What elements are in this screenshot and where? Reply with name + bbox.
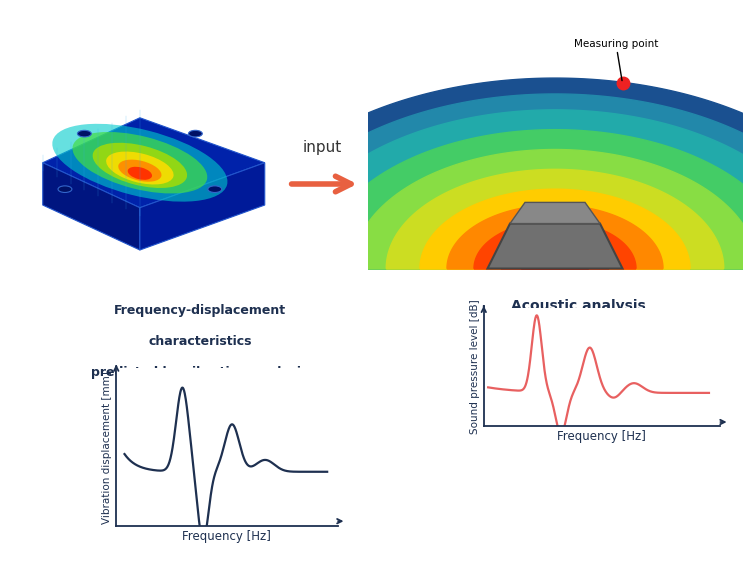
X-axis label: Frequency [Hz]: Frequency [Hz] <box>182 530 272 543</box>
Polygon shape <box>420 189 690 269</box>
Polygon shape <box>501 237 609 269</box>
Ellipse shape <box>118 160 161 182</box>
Polygon shape <box>319 130 750 269</box>
Ellipse shape <box>208 186 222 193</box>
Polygon shape <box>510 202 600 224</box>
Polygon shape <box>352 150 750 269</box>
Ellipse shape <box>73 132 207 193</box>
Polygon shape <box>285 110 750 269</box>
Polygon shape <box>488 224 622 269</box>
Ellipse shape <box>93 143 187 188</box>
Ellipse shape <box>128 167 152 180</box>
Ellipse shape <box>77 131 92 137</box>
Y-axis label: Vibration displacement [mm]: Vibration displacement [mm] <box>102 371 112 523</box>
Polygon shape <box>43 118 265 208</box>
Ellipse shape <box>106 152 173 185</box>
Polygon shape <box>521 249 589 269</box>
Text: input: input <box>303 140 342 155</box>
Polygon shape <box>140 163 265 250</box>
Polygon shape <box>231 78 750 269</box>
Polygon shape <box>258 94 750 269</box>
Polygon shape <box>447 205 663 269</box>
Polygon shape <box>386 170 724 269</box>
Ellipse shape <box>188 131 202 137</box>
Ellipse shape <box>58 186 72 193</box>
Text: predicted by vibration analysis: predicted by vibration analysis <box>92 366 308 379</box>
Polygon shape <box>43 163 140 250</box>
X-axis label: Frequency [Hz]: Frequency [Hz] <box>557 430 646 443</box>
Text: Frequency-displacement: Frequency-displacement <box>114 304 286 317</box>
Polygon shape <box>474 221 636 269</box>
Y-axis label: Sound pressure level [dB]: Sound pressure level [dB] <box>470 299 479 434</box>
Text: Acoustic analysis: Acoustic analysis <box>512 299 646 313</box>
Text: Reproduce how the vibration of an object
vibrates the air and is transmitted as
: Reproduce how the vibration of an object… <box>400 452 631 504</box>
Ellipse shape <box>53 124 227 202</box>
Text: characteristics: characteristics <box>148 335 251 348</box>
Text: Measuring point: Measuring point <box>574 39 658 81</box>
